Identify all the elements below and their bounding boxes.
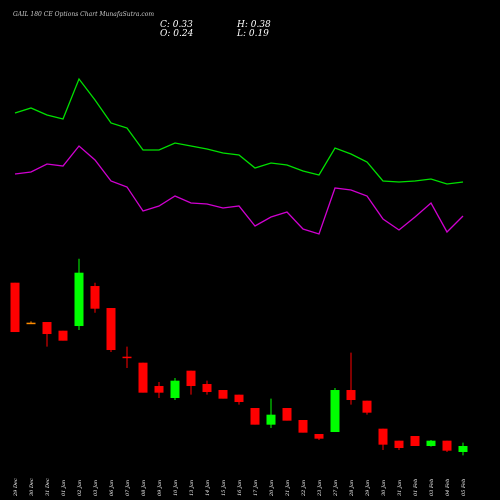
candle-body <box>26 322 36 325</box>
candle-body <box>442 440 452 451</box>
candle-body <box>90 286 100 309</box>
x-tick-label: 22 Jan <box>301 480 307 497</box>
candle-body <box>282 408 292 421</box>
candle-body <box>458 446 468 453</box>
candle-body <box>250 408 260 425</box>
candle-body <box>122 356 132 359</box>
x-tick-label: 27 Jan <box>333 480 339 497</box>
x-tick-label: 29 Dec <box>13 478 19 497</box>
candle-body <box>346 390 356 401</box>
x-tick-label: 03 Jan <box>93 480 99 496</box>
x-tick-label: 15 Jan <box>221 480 227 496</box>
x-tick-label: 04 Feb <box>445 479 451 496</box>
x-tick-label: 16 Jan <box>237 480 243 496</box>
x-tick-label: 06 Jan <box>109 480 115 496</box>
candle-body <box>218 390 228 399</box>
x-tick-label: 31 Dec <box>45 478 51 496</box>
x-tick-label: 08 Jan <box>141 480 147 496</box>
candle-body <box>362 400 372 413</box>
candle-body <box>58 330 68 341</box>
x-tick-label: 31 Jan <box>397 480 403 496</box>
candle-body <box>74 272 84 327</box>
x-tick-label: 14 Jan <box>205 480 211 496</box>
x-tick-label: 30 Jan <box>381 480 387 496</box>
x-tick-label: 09 Jan <box>157 480 163 496</box>
indicator-line <box>14 145 464 235</box>
x-tick-label: 17 Jan <box>253 480 259 496</box>
candle-body <box>138 362 148 393</box>
x-tick-label: 02 Jan <box>77 480 83 496</box>
x-tick-label: 13 Jan <box>189 480 195 496</box>
candle-body <box>186 370 196 387</box>
candle-body <box>10 282 20 333</box>
x-tick-label: 10 Jan <box>173 480 179 496</box>
candle-body <box>234 394 244 403</box>
x-tick-label: 01 Jan <box>61 480 67 496</box>
summary-high: H: 0.38 <box>236 20 271 30</box>
candle-body <box>42 322 52 335</box>
candle-body <box>298 420 308 433</box>
x-tick-label: 20 Jan <box>269 480 275 497</box>
indicator-line <box>14 77 464 185</box>
x-tick-label: 28 Jan <box>349 480 355 497</box>
candle-body <box>330 390 340 433</box>
candle-body <box>426 440 436 447</box>
candle-body <box>410 436 420 447</box>
candle-body <box>170 380 180 399</box>
candle-body <box>378 428 388 445</box>
summary-open: O: 0.24 <box>160 29 194 39</box>
x-tick-label: 29 Jan <box>365 480 371 497</box>
x-tick-label: 21 Jan <box>285 480 291 497</box>
x-tick-label: 07 Jan <box>125 480 131 496</box>
candle-body <box>106 308 116 351</box>
x-tick-label: 23 Jan <box>317 480 323 497</box>
x-tick-label: 05 Feb <box>461 479 467 496</box>
x-tick-label: 01 Feb <box>413 479 419 496</box>
candle-body <box>154 386 164 393</box>
chart-title: GAIL 180 CE Options Chart MunafaSutra.co… <box>13 11 154 18</box>
candle-body <box>394 440 404 449</box>
candle-body <box>266 414 276 425</box>
x-tick-label: 30 Dec <box>29 478 35 496</box>
summary-low: L: 0.19 <box>236 29 269 39</box>
candle-body <box>202 384 212 393</box>
x-tick-label: 03 Feb <box>429 479 435 496</box>
candle-body <box>314 434 324 439</box>
summary-close: C: 0.33 <box>160 20 193 30</box>
